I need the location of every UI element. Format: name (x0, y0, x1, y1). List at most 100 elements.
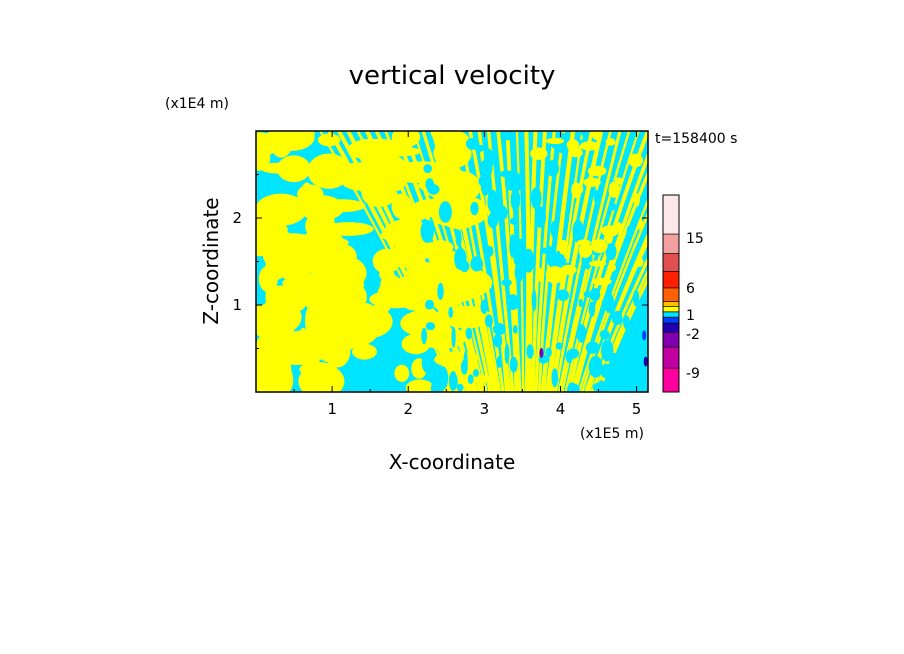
negative-gap (514, 261, 524, 283)
wave-stripe (554, 131, 612, 392)
colorbar-label: 15 (686, 231, 704, 247)
velocity-field (256, 131, 648, 392)
positive-blob (628, 153, 643, 168)
positive-blob (569, 148, 583, 158)
positive-blob (578, 242, 592, 258)
negative-gap (510, 188, 521, 212)
wave-stripe (505, 131, 522, 392)
negative-speck (642, 330, 647, 341)
colorbar-band (662, 331, 680, 348)
negative-gap (540, 247, 548, 254)
negative-gap (546, 245, 554, 266)
positive-blob (323, 222, 374, 236)
wave-stripe (318, 131, 456, 392)
wave-stripe (393, 131, 483, 392)
negative-gap (576, 324, 587, 343)
positive-blob (589, 260, 607, 267)
positive-blob (605, 138, 616, 146)
negative-gap (555, 342, 563, 350)
negative-specks (539, 330, 648, 367)
positive-blob (591, 131, 602, 140)
negative-gap (601, 298, 607, 308)
y-tick-label: 2 (232, 209, 242, 227)
colorbar-band (662, 367, 680, 393)
wave-stripes (318, 131, 648, 392)
colorbar-band (662, 233, 680, 254)
wave-stripe (356, 131, 469, 392)
positive-blob (317, 310, 342, 332)
negative-gap (421, 327, 427, 345)
negative-gap (479, 159, 493, 178)
negative-gap (448, 306, 454, 319)
colorbar-band (662, 322, 680, 333)
positive-blob (587, 165, 607, 177)
positive-blob (592, 277, 612, 286)
negative-gap (580, 131, 587, 136)
positive-blob (608, 181, 620, 198)
negative-gap (493, 333, 503, 348)
negative-gap (522, 248, 535, 273)
negative-gap (512, 324, 518, 334)
negative-gap (504, 172, 518, 191)
negative-gap (456, 383, 464, 392)
wave-stripe (327, 131, 460, 392)
positive-blob (316, 329, 342, 363)
negative-gap (609, 203, 617, 211)
positive-blob (566, 139, 580, 151)
negative-gap (455, 229, 462, 247)
negative-gap (546, 160, 559, 177)
positive-blob (279, 354, 292, 392)
negative-gap (530, 187, 542, 210)
negative-gap (501, 131, 514, 141)
negative-gap (465, 327, 473, 340)
colorbar-band (662, 301, 680, 307)
colorbar-band (662, 306, 680, 313)
positive-blob (591, 239, 608, 254)
negative-gap (623, 315, 630, 330)
negative-gap (451, 326, 456, 348)
negative-gap (470, 256, 484, 272)
positive-blob (266, 296, 284, 334)
negative-gap (613, 373, 622, 382)
negative-gap (588, 301, 596, 317)
negative-gap (601, 339, 614, 362)
negative-gap (425, 322, 435, 331)
y-axis-label: Z-coordinate (199, 197, 223, 324)
negative-speck (643, 356, 648, 367)
negative-gap (551, 368, 559, 388)
positive-blob (297, 199, 321, 214)
x-axis: 1 2 3 4 5 (293, 131, 641, 418)
negative-gap (438, 201, 452, 223)
positive-blob (342, 305, 393, 339)
x-tick-label: 2 (403, 400, 413, 418)
colorbar-label: 6 (686, 281, 695, 297)
negative-gap (485, 245, 494, 257)
wave-stripe (412, 131, 488, 392)
negative-gap (425, 299, 434, 310)
positive-blob (287, 290, 308, 312)
negative-gap (487, 189, 499, 213)
negative-gap (526, 344, 534, 359)
negative-gap (501, 279, 512, 287)
negative-gap (593, 189, 599, 204)
positive-blob (352, 343, 377, 360)
positive-blob (262, 203, 293, 221)
negative-gap (484, 314, 493, 328)
negative-gap (599, 329, 610, 340)
positive-blob (580, 141, 599, 151)
negative-gap (621, 365, 635, 387)
negative-gap (604, 292, 614, 313)
wave-stripe (537, 131, 565, 392)
negative-gap (509, 356, 518, 373)
wave-stripe (564, 131, 640, 392)
positive-blob (637, 219, 644, 231)
positive-blob (394, 364, 410, 382)
wave-stripe (336, 131, 463, 392)
negative-gap (504, 343, 510, 365)
negative-gap (472, 369, 480, 377)
positive-blob (545, 266, 564, 284)
negative-gap (585, 341, 600, 354)
negative-gap (453, 375, 458, 388)
negative-speck (539, 347, 544, 358)
